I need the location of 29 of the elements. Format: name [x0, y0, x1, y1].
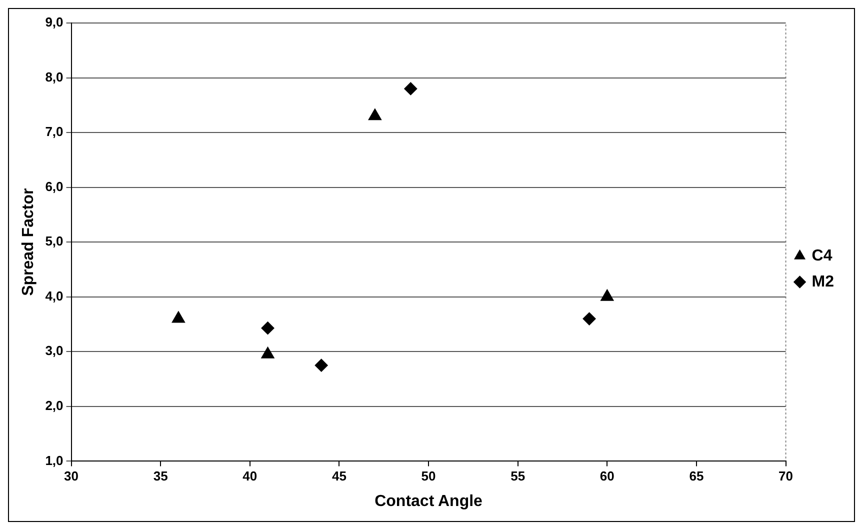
x-tick-label: 70 — [778, 468, 794, 484]
point — [582, 312, 596, 326]
y-tick-label: 9,0 — [45, 14, 64, 30]
point — [261, 322, 274, 335]
y-tick-label: 2,0 — [45, 398, 64, 414]
point — [261, 346, 274, 358]
point — [600, 289, 614, 301]
y-tick-label: 6,0 — [45, 178, 64, 194]
x-tick-label: 60 — [600, 468, 614, 484]
legend-label: C4 — [812, 247, 832, 264]
point — [368, 108, 382, 120]
x-tick-label: 50 — [421, 468, 436, 484]
y-tick-label: 5,0 — [45, 234, 64, 249]
y-tick-label: 7,0 — [45, 124, 64, 140]
x-tick-label: 55 — [510, 468, 526, 484]
x-tick-label: 30 — [64, 468, 79, 484]
point — [172, 311, 186, 323]
x-tick-label: 40 — [242, 468, 258, 484]
y-axis-title: Spread Factor — [20, 188, 38, 296]
point — [314, 358, 328, 372]
x-axis-title: Contact Angle — [374, 492, 483, 510]
y-tick-label: 4,0 — [45, 288, 64, 304]
y-tick-label: 8,0 — [45, 69, 64, 84]
y-tick-label: 3,0 — [45, 343, 64, 358]
x-tick-label: 45 — [332, 468, 346, 484]
legend-label: M2 — [812, 273, 834, 290]
x-tick-label: 65 — [689, 468, 704, 484]
x-tick-label: 35 — [153, 468, 168, 484]
y-tick-label: 1,0 — [45, 452, 64, 468]
